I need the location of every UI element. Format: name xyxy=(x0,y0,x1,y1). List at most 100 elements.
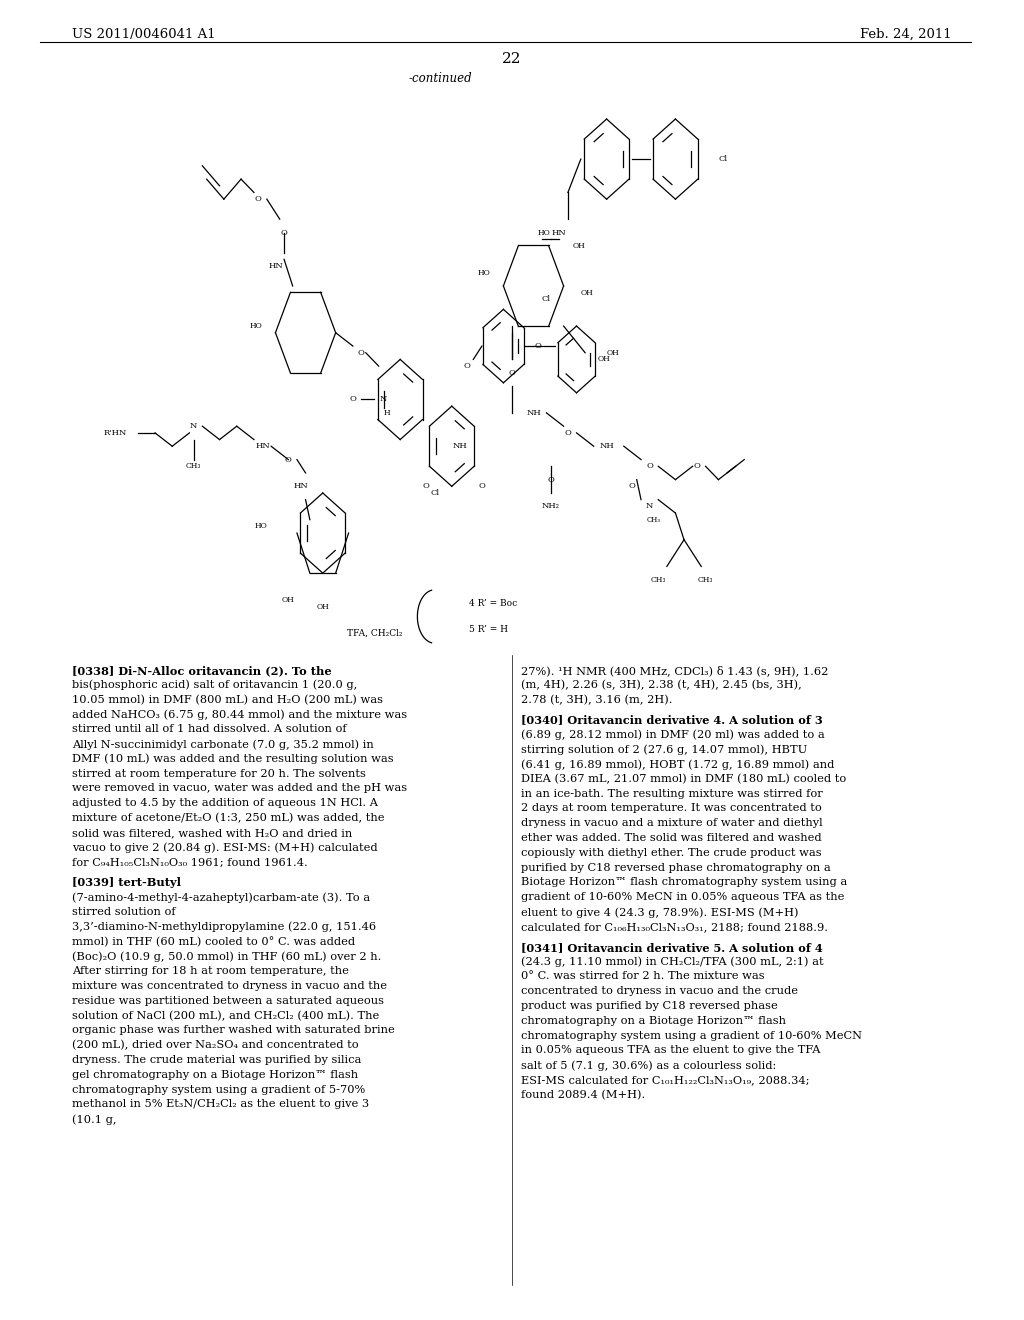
Text: O: O xyxy=(629,482,636,490)
Text: in an ice-bath. The resulting mixture was stirred for: in an ice-bath. The resulting mixture wa… xyxy=(521,788,822,799)
Text: HN: HN xyxy=(294,482,308,490)
Text: adjusted to 4.5 by the addition of aqueous 1N HCl. A: adjusted to 4.5 by the addition of aqueo… xyxy=(72,799,378,808)
Text: calculated for C₁₀₆H₁₃₀Cl₃N₁₃O₃₁, 2188; found 2188.9.: calculated for C₁₀₆H₁₃₀Cl₃N₁₃O₃₁, 2188; … xyxy=(521,921,828,932)
Text: After stirring for 18 h at room temperature, the: After stirring for 18 h at room temperat… xyxy=(72,966,349,977)
Text: Feb. 24, 2011: Feb. 24, 2011 xyxy=(860,28,952,41)
Text: found 2089.4 (M+H).: found 2089.4 (M+H). xyxy=(521,1090,645,1100)
Text: gel chromatography on a Biotage Horizon™ flash: gel chromatography on a Biotage Horizon™… xyxy=(72,1069,358,1080)
Text: concentrated to dryness in vacuo and the crude: concentrated to dryness in vacuo and the… xyxy=(521,986,798,997)
Text: NH: NH xyxy=(453,442,468,450)
Text: HN: HN xyxy=(255,442,270,450)
Text: stirred at room temperature for 20 h. The solvents: stirred at room temperature for 20 h. Th… xyxy=(72,768,366,779)
Text: OH: OH xyxy=(606,348,620,356)
Text: OH: OH xyxy=(316,602,329,611)
Text: N: N xyxy=(190,422,198,430)
Text: in 0.05% aqueous TFA as the eluent to give the TFA: in 0.05% aqueous TFA as the eluent to gi… xyxy=(521,1045,820,1056)
Text: for C₉₄H₁₀₅Cl₃N₁₀O₃₀ 1961; found 1961.4.: for C₉₄H₁₀₅Cl₃N₁₀O₃₀ 1961; found 1961.4. xyxy=(72,858,308,867)
Text: (7-amino-4-methyl-4-azaheptyl)carbam-ate (3). To a: (7-amino-4-methyl-4-azaheptyl)carbam-ate… xyxy=(72,892,370,903)
Text: O: O xyxy=(281,228,288,236)
Text: O: O xyxy=(693,462,700,470)
Text: TFA, CH₂Cl₂: TFA, CH₂Cl₂ xyxy=(347,628,402,638)
Text: H: H xyxy=(384,409,390,417)
Text: chromatography on a Biotage Horizon™ flash: chromatography on a Biotage Horizon™ fla… xyxy=(521,1016,786,1026)
Text: 27%). ¹H NMR (400 MHz, CDCl₃) δ 1.43 (s, 9H), 1.62: 27%). ¹H NMR (400 MHz, CDCl₃) δ 1.43 (s,… xyxy=(521,665,828,676)
Text: copiously with diethyl ether. The crude product was: copiously with diethyl ether. The crude … xyxy=(521,847,821,858)
Text: Cl: Cl xyxy=(430,488,439,498)
Text: 5 R’ = H: 5 R’ = H xyxy=(469,626,508,635)
Text: R'HN: R'HN xyxy=(103,429,127,437)
Text: chromatography system using a gradient of 5-70%: chromatography system using a gradient o… xyxy=(72,1085,366,1094)
Text: 4 R’ = Boc: 4 R’ = Boc xyxy=(469,599,517,607)
Text: HO: HO xyxy=(250,322,262,330)
Text: OH: OH xyxy=(572,242,585,249)
Text: HO: HO xyxy=(478,268,490,277)
Text: dryness in vacuo and a mixture of water and diethyl: dryness in vacuo and a mixture of water … xyxy=(521,818,822,828)
Text: eluent to give 4 (24.3 g, 78.9%). ESI-MS (M+H): eluent to give 4 (24.3 g, 78.9%). ESI-MS… xyxy=(521,907,799,917)
Text: Biotage Horizon™ flash chromatography system using a: Biotage Horizon™ flash chromatography sy… xyxy=(521,878,847,887)
Text: vacuo to give 2 (20.84 g). ESI-MS: (M+H) calculated: vacuo to give 2 (20.84 g). ESI-MS: (M+H)… xyxy=(72,842,378,853)
Text: stirred until all of 1 had dissolved. A solution of: stirred until all of 1 had dissolved. A … xyxy=(72,725,347,734)
Text: -continued: -continued xyxy=(409,73,472,84)
Text: US 2011/0046041 A1: US 2011/0046041 A1 xyxy=(72,28,216,41)
Text: O: O xyxy=(564,429,571,437)
Text: O: O xyxy=(509,368,515,376)
Text: dryness. The crude material was purified by silica: dryness. The crude material was purified… xyxy=(72,1055,361,1065)
Text: chromatography system using a gradient of 10-60% MeCN: chromatography system using a gradient o… xyxy=(521,1031,862,1040)
Text: HO: HO xyxy=(538,228,551,236)
Text: were removed in vacuo, water was added and the pH was: were removed in vacuo, water was added a… xyxy=(72,783,408,793)
Text: O: O xyxy=(547,475,554,483)
Text: [0341] Oritavancin derivative 5. A solution of 4: [0341] Oritavancin derivative 5. A solut… xyxy=(521,941,822,953)
Text: 0° C. was stirred for 2 h. The mixture was: 0° C. was stirred for 2 h. The mixture w… xyxy=(521,972,765,981)
Text: CH₃: CH₃ xyxy=(697,576,714,583)
Text: NH: NH xyxy=(526,409,541,417)
Text: product was purified by C18 reversed phase: product was purified by C18 reversed pha… xyxy=(521,1001,778,1011)
Text: methanol in 5% Et₃N/CH₂Cl₂ as the eluent to give 3: methanol in 5% Et₃N/CH₂Cl₂ as the eluent… xyxy=(72,1100,369,1109)
Text: stirred solution of: stirred solution of xyxy=(72,907,176,917)
Text: bis(phosphoric acid) salt of oritavancin 1 (20.0 g,: bis(phosphoric acid) salt of oritavancin… xyxy=(72,680,357,690)
Text: residue was partitioned between a saturated aqueous: residue was partitioned between a satura… xyxy=(72,995,384,1006)
Text: O: O xyxy=(646,462,653,470)
Text: Cl: Cl xyxy=(542,296,551,304)
Text: NH₂: NH₂ xyxy=(542,503,560,511)
Text: OH: OH xyxy=(581,289,594,297)
Text: [0339] tert-Butyl: [0339] tert-Butyl xyxy=(72,878,181,888)
Text: organic phase was further washed with saturated brine: organic phase was further washed with sa… xyxy=(72,1026,394,1035)
Text: 10.05 mmol) in DMF (800 mL) and H₂O (200 mL) was: 10.05 mmol) in DMF (800 mL) and H₂O (200… xyxy=(72,694,383,705)
Text: (10.1 g,: (10.1 g, xyxy=(72,1114,117,1125)
Text: O: O xyxy=(535,342,542,350)
Text: HN: HN xyxy=(268,261,283,271)
Text: ether was added. The solid was filtered and washed: ether was added. The solid was filtered … xyxy=(521,833,821,843)
Text: mixture was concentrated to dryness in vacuo and the: mixture was concentrated to dryness in v… xyxy=(72,981,387,991)
Text: OH: OH xyxy=(598,355,610,363)
Text: O: O xyxy=(255,195,262,203)
Text: NH: NH xyxy=(599,442,614,450)
Text: O: O xyxy=(285,455,292,463)
Text: (200 mL), dried over Na₂SO₄ and concentrated to: (200 mL), dried over Na₂SO₄ and concentr… xyxy=(72,1040,358,1051)
Text: DMF (10 mL) was added and the resulting solution was: DMF (10 mL) was added and the resulting … xyxy=(72,754,393,764)
Text: CH₃: CH₃ xyxy=(186,462,202,470)
Text: 3,3’-diamino-N-methyldipropylamine (22.0 g, 151.46: 3,3’-diamino-N-methyldipropylamine (22.0… xyxy=(72,921,376,932)
Text: 2 days at room temperature. It was concentrated to: 2 days at room temperature. It was conce… xyxy=(521,804,821,813)
Text: ESI-MS calculated for C₁₀₁H₁₂₂Cl₃N₁₃O₁₉, 2088.34;: ESI-MS calculated for C₁₀₁H₁₂₂Cl₃N₁₃O₁₉,… xyxy=(521,1074,810,1085)
Text: DIEA (3.67 mL, 21.07 mmol) in DMF (180 mL) cooled to: DIEA (3.67 mL, 21.07 mmol) in DMF (180 m… xyxy=(521,774,846,784)
Text: (Boc)₂O (10.9 g, 50.0 mmol) in THF (60 mL) over 2 h.: (Boc)₂O (10.9 g, 50.0 mmol) in THF (60 m… xyxy=(72,952,381,962)
Text: Cl: Cl xyxy=(719,154,728,164)
Text: HN: HN xyxy=(552,228,566,236)
Text: mmol) in THF (60 mL) cooled to 0° C. was added: mmol) in THF (60 mL) cooled to 0° C. was… xyxy=(72,937,355,948)
Text: added NaHCO₃ (6.75 g, 80.44 mmol) and the mixture was: added NaHCO₃ (6.75 g, 80.44 mmol) and th… xyxy=(72,709,408,719)
Text: N: N xyxy=(379,396,387,404)
Text: HO: HO xyxy=(254,523,267,531)
Text: (m, 4H), 2.26 (s, 3H), 2.38 (t, 4H), 2.45 (bs, 3H),: (m, 4H), 2.26 (s, 3H), 2.38 (t, 4H), 2.4… xyxy=(521,680,802,690)
Text: salt of 5 (7.1 g, 30.6%) as a colourless solid:: salt of 5 (7.1 g, 30.6%) as a colourless… xyxy=(521,1060,776,1071)
Text: (6.89 g, 28.12 mmol) in DMF (20 ml) was added to a: (6.89 g, 28.12 mmol) in DMF (20 ml) was … xyxy=(521,730,824,741)
Text: CH₃: CH₃ xyxy=(650,576,666,583)
Text: N: N xyxy=(646,503,653,511)
Text: O: O xyxy=(349,396,356,404)
Text: O: O xyxy=(357,348,365,356)
Text: (24.3 g, 11.10 mmol) in CH₂Cl₂/TFA (300 mL, 2:1) at: (24.3 g, 11.10 mmol) in CH₂Cl₂/TFA (300 … xyxy=(521,957,823,968)
Text: stirring solution of 2 (27.6 g, 14.07 mmol), HBTU: stirring solution of 2 (27.6 g, 14.07 mm… xyxy=(521,744,807,755)
Text: Allyl N-succinimidyl carbonate (7.0 g, 35.2 mmol) in: Allyl N-succinimidyl carbonate (7.0 g, 3… xyxy=(72,739,374,750)
Text: mixture of acetone/Et₂O (1:3, 250 mL) was added, the: mixture of acetone/Et₂O (1:3, 250 mL) wa… xyxy=(72,813,384,824)
Text: O: O xyxy=(423,482,429,490)
Text: 22: 22 xyxy=(502,51,522,66)
